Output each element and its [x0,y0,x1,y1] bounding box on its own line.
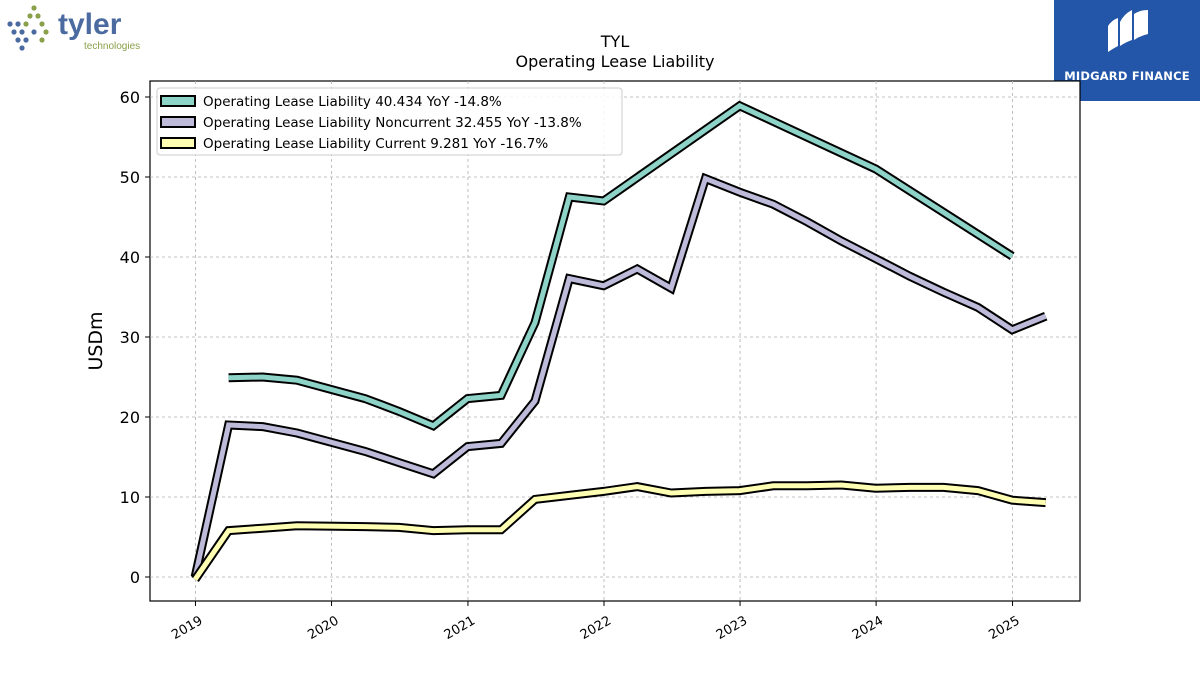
legend-swatch [160,95,196,107]
y-axis: 0 10 20 30 40 50 60 [120,88,150,587]
legend: Operating Lease Liability 40.434 YoY -14… [156,87,623,156]
x-axis: 2019 2020 2021 2022 2023 2024 2025 [169,601,1023,643]
y-tick-label: 0 [130,568,140,587]
series-line [192,175,1047,578]
tyler-logo-mark: tyler technologies [7,5,140,52]
x-tick-label: 2020 [305,613,341,643]
legend-label: Operating Lease Liability Current 9.281 … [203,136,548,152]
series-1 [228,100,1015,431]
x-tick-label: 2025 [986,613,1022,643]
series-3 [191,480,1047,582]
series-lines [190,100,1048,582]
legend-swatch [160,116,196,128]
tyler-logo: tyler technologies [4,4,154,54]
y-tick-label: 50 [120,168,140,187]
midgard-logo-text: MIDGARD FINANCE [1064,69,1190,83]
x-tick-label: 2023 [714,613,750,643]
series-line [193,482,1046,581]
chart-title: TYL [600,32,630,51]
midgard-logo-mark [1108,10,1148,52]
y-tick-label: 40 [120,248,140,267]
legend-box [156,87,623,156]
x-tick-label: 2019 [169,613,205,643]
y-tick-label: 10 [120,488,140,507]
legend-label: Operating Lease Liability Noncurrent 32.… [203,115,582,131]
x-tick-label: 2021 [442,613,478,643]
legend-swatch [160,137,196,149]
y-tick-label: 20 [120,408,140,427]
plot-area [149,80,1081,602]
series-line [228,102,1014,429]
y-tick-label: 30 [120,328,140,347]
y-tick-label: 60 [120,88,140,107]
y-axis-label: USDm [85,311,107,370]
chart-subtitle: Operating Lease Liability [515,52,714,71]
series-2 [190,172,1048,578]
x-tick-label: 2024 [850,613,886,643]
tyler-logo-wordmark: tyler [58,8,122,41]
x-tick-label: 2022 [578,613,614,643]
tyler-logo-tagline: technologies [84,41,140,52]
legend-label: Operating Lease Liability 40.434 YoY -14… [203,94,502,110]
